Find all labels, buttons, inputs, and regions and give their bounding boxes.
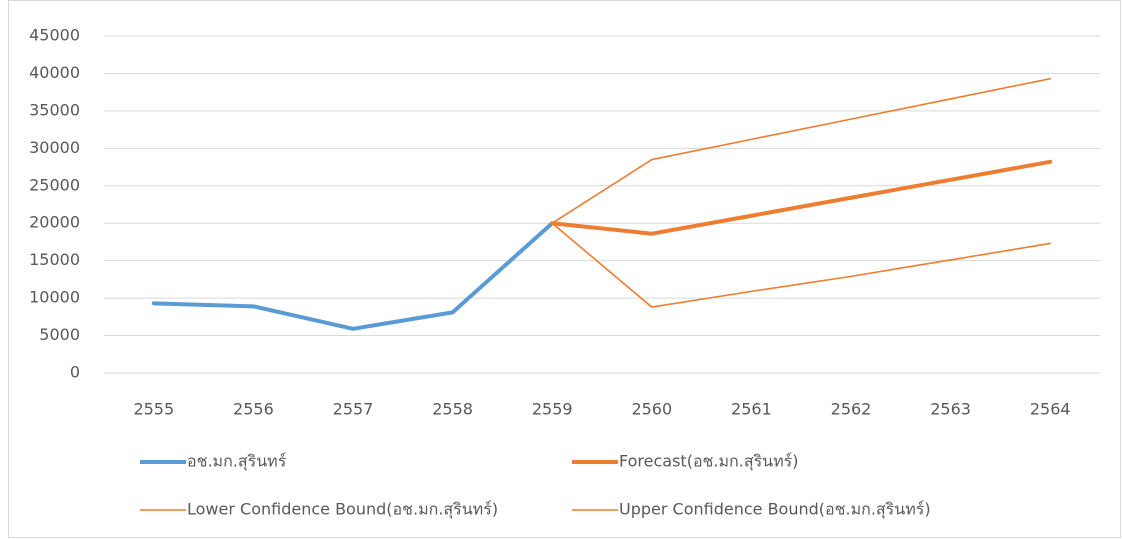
x-tick-label: 2561: [731, 400, 772, 419]
x-tick-label: 2558: [432, 400, 473, 419]
chart-frame: [8, 0, 1121, 538]
y-tick-label: 45000: [29, 26, 80, 45]
x-tick-label: 2557: [333, 400, 374, 419]
y-tick-label: 25000: [29, 175, 80, 194]
y-tick-label: 10000: [29, 288, 80, 307]
legend-label: Lower Confidence Bound(อช.มก.สุรินทร์): [187, 500, 498, 520]
y-tick-label: 15000: [29, 250, 80, 269]
y-tick-label: 20000: [29, 213, 80, 232]
legend-label: Upper Confidence Bound(อช.มก.สุรินทร์): [619, 500, 931, 520]
x-tick-label: 2564: [1030, 400, 1071, 419]
x-tick-label: 2556: [233, 400, 274, 419]
y-tick-label: 35000: [29, 100, 80, 119]
y-tick-label: 5000: [39, 325, 80, 344]
y-tick-label: 0: [70, 363, 80, 382]
series-line: [151, 221, 555, 331]
series-line: [551, 77, 1051, 225]
x-tick-label: 2563: [930, 400, 971, 419]
y-tick-label: 30000: [29, 138, 80, 157]
x-tick-label: 2562: [831, 400, 872, 419]
x-tick-label: 2560: [631, 400, 672, 419]
series-line: [551, 222, 1051, 308]
series-line: [550, 159, 1053, 236]
x-tick-label: 2555: [133, 400, 174, 419]
x-tick-label: 2559: [532, 400, 573, 419]
legend-label: Forecast(อช.มก.สุรินทร์): [619, 452, 799, 472]
legend-label: อช.มก.สุรินทร์: [187, 452, 287, 472]
y-tick-label: 40000: [29, 63, 80, 82]
